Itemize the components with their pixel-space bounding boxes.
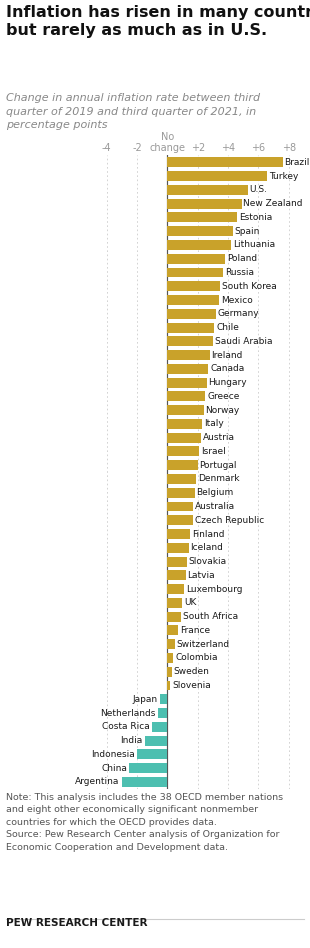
Text: Israel: Israel bbox=[201, 447, 226, 456]
Bar bbox=[167, 419, 202, 428]
Bar bbox=[167, 611, 181, 622]
Text: Latvia: Latvia bbox=[187, 571, 215, 580]
Text: Netherlands: Netherlands bbox=[100, 708, 156, 718]
Text: Russia: Russia bbox=[225, 268, 254, 277]
Text: Mexico: Mexico bbox=[221, 296, 252, 304]
Text: New Zealand: New Zealand bbox=[243, 199, 303, 209]
Text: Ireland: Ireland bbox=[212, 351, 243, 359]
Bar bbox=[152, 721, 167, 732]
Bar bbox=[167, 474, 196, 483]
Text: Turkey: Turkey bbox=[269, 172, 299, 181]
Text: Australia: Australia bbox=[195, 502, 235, 511]
Text: PEW RESEARCH CENTER: PEW RESEARCH CENTER bbox=[6, 918, 148, 928]
Text: Slovakia: Slovakia bbox=[189, 557, 227, 566]
Bar bbox=[167, 501, 193, 512]
Bar bbox=[167, 626, 178, 635]
Text: Saudi Arabia: Saudi Arabia bbox=[215, 337, 272, 346]
Text: France: France bbox=[180, 626, 210, 635]
Bar bbox=[137, 749, 167, 759]
Bar bbox=[167, 282, 220, 291]
Text: Switzerland: Switzerland bbox=[177, 640, 230, 648]
Text: Chile: Chile bbox=[216, 323, 239, 332]
Bar bbox=[167, 350, 210, 360]
Bar bbox=[167, 432, 201, 443]
Text: Lithuania: Lithuania bbox=[233, 241, 275, 249]
Text: Colombia: Colombia bbox=[175, 653, 218, 663]
Text: Argentina: Argentina bbox=[75, 777, 120, 786]
Text: Poland: Poland bbox=[227, 254, 257, 264]
Text: Iceland: Iceland bbox=[190, 543, 223, 553]
Bar bbox=[167, 584, 184, 594]
Bar bbox=[167, 543, 188, 553]
Bar bbox=[167, 571, 185, 580]
Text: China: China bbox=[101, 763, 127, 773]
Bar bbox=[167, 653, 173, 663]
Text: Sweden: Sweden bbox=[174, 667, 210, 676]
Text: Costa Rica: Costa Rica bbox=[102, 722, 150, 731]
Bar bbox=[167, 556, 187, 567]
Bar bbox=[167, 212, 237, 223]
Text: Czech Republic: Czech Republic bbox=[195, 516, 264, 525]
Bar bbox=[167, 529, 190, 539]
Bar bbox=[158, 708, 167, 718]
Bar bbox=[167, 392, 205, 401]
Bar bbox=[167, 309, 216, 319]
Text: South Korea: South Korea bbox=[222, 282, 277, 291]
Text: Portugal: Portugal bbox=[199, 461, 237, 469]
Bar bbox=[167, 157, 283, 167]
Bar bbox=[167, 447, 199, 456]
Text: Italy: Italy bbox=[204, 419, 224, 428]
Bar bbox=[167, 322, 214, 333]
Text: Indonesia: Indonesia bbox=[91, 750, 135, 758]
Text: Greece: Greece bbox=[207, 392, 239, 401]
Text: Belgium: Belgium bbox=[197, 488, 234, 498]
Text: Japan: Japan bbox=[132, 695, 157, 703]
Text: India: India bbox=[120, 736, 142, 745]
Bar bbox=[167, 377, 207, 388]
Text: Germany: Germany bbox=[218, 309, 259, 319]
Text: Hungary: Hungary bbox=[209, 378, 247, 387]
Text: Slovenia: Slovenia bbox=[172, 681, 211, 690]
Text: Luxembourg: Luxembourg bbox=[186, 585, 242, 593]
Bar bbox=[160, 694, 167, 704]
Bar bbox=[167, 199, 242, 209]
Text: Change in annual inflation rate between third
quarter of 2019 and third quarter : Change in annual inflation rate between … bbox=[6, 93, 260, 130]
Text: Finland: Finland bbox=[192, 530, 224, 538]
Text: Inflation has risen in many countries,
but rarely as much as in U.S.: Inflation has risen in many countries, b… bbox=[6, 5, 310, 38]
Text: Canada: Canada bbox=[210, 364, 244, 374]
Text: U.S.: U.S. bbox=[250, 186, 268, 194]
Bar bbox=[167, 254, 225, 264]
Bar bbox=[167, 240, 231, 250]
Text: UK: UK bbox=[184, 598, 197, 608]
Bar bbox=[167, 364, 208, 374]
Text: Brazil: Brazil bbox=[285, 158, 310, 167]
Text: Denmark: Denmark bbox=[198, 475, 239, 483]
Bar bbox=[122, 777, 167, 787]
Bar bbox=[129, 763, 167, 773]
Bar bbox=[167, 666, 172, 677]
Text: Spain: Spain bbox=[234, 227, 260, 236]
Bar bbox=[167, 267, 224, 278]
Bar bbox=[167, 185, 248, 195]
Bar bbox=[167, 516, 193, 525]
Bar bbox=[144, 736, 167, 745]
Text: Note: This analysis includes the 38 OECD member nations
and eight other economic: Note: This analysis includes the 38 OECD… bbox=[6, 793, 283, 851]
Bar bbox=[167, 488, 195, 498]
Text: South Africa: South Africa bbox=[183, 612, 238, 621]
Text: Norway: Norway bbox=[206, 406, 240, 414]
Bar bbox=[167, 227, 232, 236]
Text: Austria: Austria bbox=[202, 433, 234, 442]
Bar bbox=[167, 295, 219, 305]
Text: Estonia: Estonia bbox=[239, 213, 272, 222]
Bar bbox=[167, 461, 198, 470]
Bar bbox=[167, 172, 268, 181]
Bar bbox=[167, 337, 213, 346]
Bar bbox=[167, 681, 170, 690]
Bar bbox=[167, 598, 183, 608]
Bar bbox=[167, 639, 175, 649]
Bar bbox=[167, 405, 204, 415]
